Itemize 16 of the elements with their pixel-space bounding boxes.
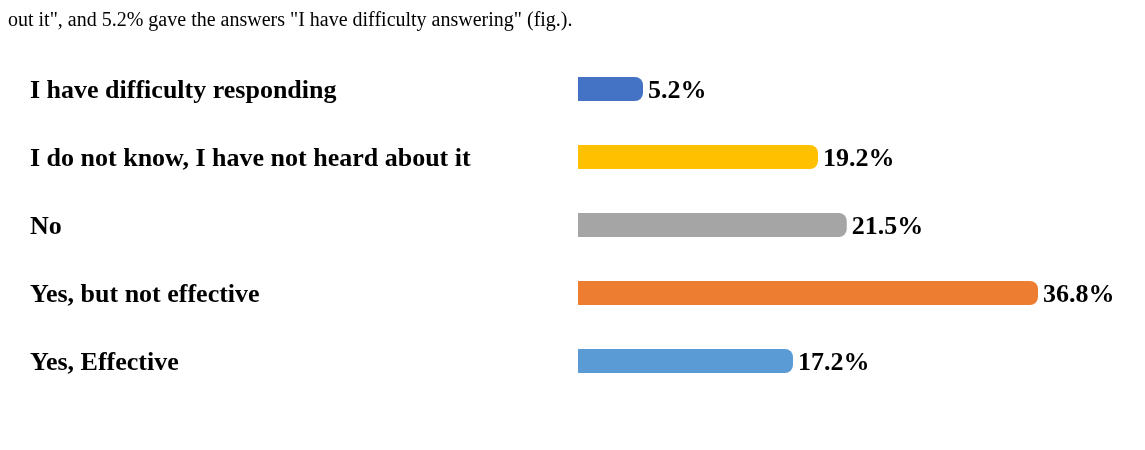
y-tick-label: I do not know, I have not heard about it — [30, 143, 471, 173]
bar — [578, 213, 847, 237]
y-tick-label: Yes, Effective — [30, 347, 179, 377]
data-label: 36.8% — [1043, 279, 1115, 309]
bar — [578, 145, 818, 169]
data-label: 19.2% — [823, 143, 895, 173]
data-label: 21.5% — [851, 211, 924, 241]
y-tick-label: I have difficulty responding — [30, 75, 337, 105]
text: out it", and 5.2% gave the answers "I have difficulty answering" (fig.). — [8, 8, 574, 31]
y-tick-label: No — [30, 211, 62, 241]
bar — [578, 349, 793, 373]
y-tick-label: Yes, but not effective — [30, 279, 260, 309]
bar — [578, 281, 1038, 305]
bar — [578, 77, 643, 101]
data-label: 5.2% — [648, 75, 707, 105]
data-label: 17.2% — [798, 347, 870, 377]
